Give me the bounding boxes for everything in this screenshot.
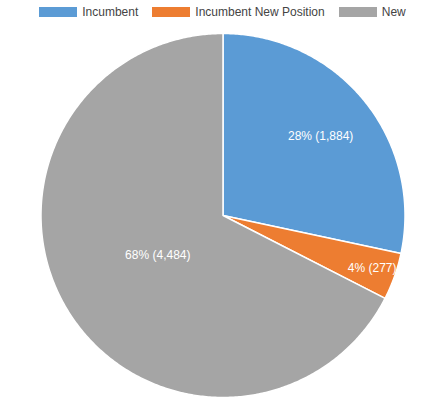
svg-text:4% (277): 4% (277) <box>348 261 397 275</box>
html-text:Incumbent: Incumbent <box>82 5 139 19</box>
html-text:New: New <box>381 5 406 19</box>
svg-text:28% (1,884): 28% (1,884) <box>288 129 353 143</box>
svg-text:68% (4,484): 68% (4,484) <box>125 248 190 262</box>
html-text:Incumbent New Position: Incumbent New Position <box>195 5 325 19</box>
